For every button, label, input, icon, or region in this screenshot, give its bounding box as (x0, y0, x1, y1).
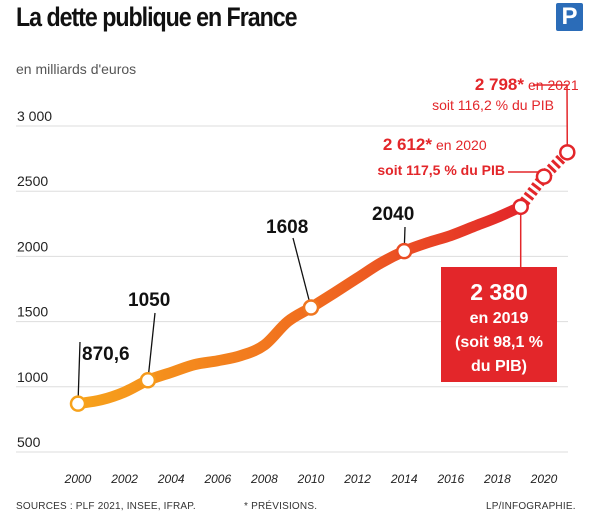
y-tick-label-1000: 1000 (17, 369, 48, 385)
y-tick-label-1500: 1500 (17, 304, 48, 320)
data-label-2000: 870,6 (82, 344, 130, 365)
point-2020 (535, 168, 553, 185)
x-tick-label-2004: 2004 (157, 472, 185, 486)
annotation-2019-box (441, 267, 557, 382)
point-2019 (512, 198, 529, 216)
y-tick-label-2000: 2000 (17, 238, 48, 254)
x-tick-label-2000: 2000 (64, 472, 92, 486)
annotation-2019-year: en 2019 (470, 310, 529, 327)
footer-forecast-note: * PRÉVISIONS. (244, 501, 318, 512)
x-tick-label-2018: 2018 (483, 472, 511, 486)
x-tick-label-2002: 2002 (110, 472, 138, 486)
data-label-2010: 1608 (266, 217, 308, 238)
leader-2010 (292, 237, 312, 308)
chart-subtitle: en milliards d'euros (16, 61, 137, 77)
annotation-2019-value: 2 380 (470, 279, 528, 305)
annotation-2020-pib: soit 117,5 % du PIB (377, 162, 505, 178)
point-2010 (302, 299, 320, 316)
x-tick-label-2008: 2008 (250, 472, 278, 486)
x-tick-label-2012: 2012 (343, 472, 371, 486)
annotation-2021-value: 2 798* (475, 75, 525, 94)
y-tick-label-3000: 3 000 (17, 108, 52, 124)
point-2000 (69, 395, 87, 412)
annotation-2021-pib: soit 116,2 % du PIB (432, 97, 554, 113)
data-label-2003: 1050 (128, 290, 170, 311)
point-2021 (559, 144, 576, 161)
grid-layer (16, 125, 568, 453)
x-tick-label-2006: 2006 (203, 472, 231, 486)
annotation-2020-value: 2 612* (383, 135, 433, 154)
leader-2003 (147, 312, 156, 381)
x-tick-label-2010: 2010 (297, 472, 325, 486)
chart-title: La dette publique en France (16, 2, 298, 32)
point-2014 (395, 242, 413, 260)
annotation-2019-pib: (soit 98,1 % (455, 334, 543, 351)
annotation-2019-pib-end: du PIB) (471, 358, 527, 375)
y-axis-ticks: 500 1000 1500 2000 2500 3 000 (17, 108, 52, 450)
y-tick-label-500: 500 (17, 434, 41, 450)
parisien-logo-icon: P (556, 3, 583, 31)
annotation-2021-year: en 2021 (528, 77, 579, 93)
leader-2021 (533, 84, 569, 153)
y-tick-label-2500: 2500 (17, 173, 48, 189)
annotation-2020-year: en 2020 (436, 137, 487, 153)
leader-2000 (77, 341, 81, 404)
x-axis-ticks: 2000 2002 2004 2006 2008 2010 2012 2014 2016 2018… (64, 472, 558, 486)
x-tick-label-2014: 2014 (390, 472, 418, 486)
point-2003 (139, 372, 157, 389)
x-tick-label-2020: 2020 (530, 472, 558, 486)
data-label-2014: 2040 (372, 204, 414, 225)
footer-sources: SOURCES : PLF 2021, INSEE, IFRAP. (16, 501, 196, 512)
data-points (69, 144, 576, 412)
data-labels: 870,6 1050 1608 2040 (82, 204, 414, 365)
x-tick-label-2016: 2016 (436, 472, 464, 486)
footer-credit: LP/INFOGRAPHIE. (486, 501, 576, 512)
